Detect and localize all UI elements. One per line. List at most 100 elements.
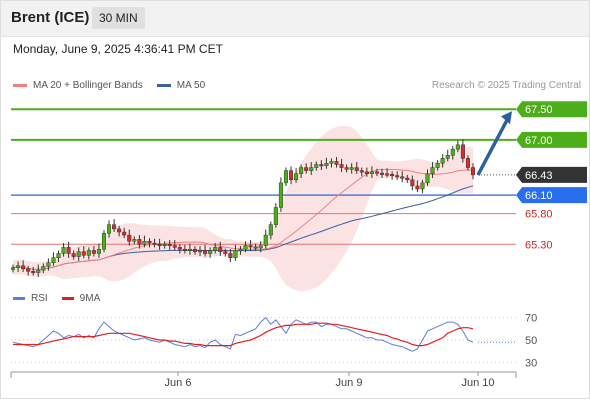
candle bbox=[26, 265, 31, 276]
candle-body bbox=[440, 158, 445, 164]
candle-body bbox=[420, 182, 425, 190]
candle bbox=[248, 240, 253, 252]
candle bbox=[344, 164, 349, 173]
candle-body bbox=[354, 167, 359, 171]
candle bbox=[107, 220, 112, 238]
candle bbox=[309, 162, 314, 175]
ma20-swatch-icon bbox=[13, 84, 27, 87]
candle bbox=[278, 177, 283, 212]
candle-body bbox=[223, 251, 228, 254]
candle-body bbox=[56, 253, 61, 259]
candle-body bbox=[142, 241, 147, 245]
candle-body bbox=[10, 267, 15, 270]
candle bbox=[390, 171, 395, 180]
candle-body bbox=[51, 257, 56, 263]
candle bbox=[192, 246, 197, 255]
instrument-title: Brent (ICE) bbox=[11, 9, 90, 26]
candle bbox=[76, 247, 81, 261]
candle-body bbox=[177, 247, 182, 250]
candle bbox=[253, 243, 258, 252]
candle bbox=[203, 244, 208, 257]
candle bbox=[425, 169, 430, 186]
candle-body bbox=[435, 163, 440, 168]
credit-label: Research © 2025 Trading Central bbox=[431, 80, 581, 91]
candle bbox=[172, 240, 177, 251]
candle bbox=[415, 180, 420, 193]
candle bbox=[289, 166, 294, 185]
candle-body bbox=[304, 167, 309, 171]
candle-body bbox=[385, 173, 390, 176]
candle bbox=[395, 171, 400, 180]
candle bbox=[152, 238, 157, 248]
candle-body bbox=[369, 171, 374, 174]
candle bbox=[177, 244, 182, 254]
level-label-pivot: 66.10 bbox=[525, 190, 553, 202]
candle-body bbox=[349, 167, 354, 170]
candle bbox=[112, 219, 117, 233]
candle-body bbox=[127, 234, 132, 242]
candle bbox=[132, 236, 137, 245]
x-tick-label: Jun 9 bbox=[336, 377, 363, 389]
rsi-tick-label: 30 bbox=[525, 357, 537, 369]
ma9-swatch-icon bbox=[61, 297, 74, 300]
candle-body bbox=[410, 179, 415, 187]
candle-body bbox=[26, 268, 31, 272]
candle bbox=[455, 140, 460, 153]
candle bbox=[243, 241, 248, 253]
candle-body bbox=[198, 250, 203, 253]
candle bbox=[369, 166, 374, 178]
candle bbox=[435, 160, 440, 171]
price-legend: MA 20 + Bollinger Bands MA 50 bbox=[13, 80, 219, 91]
candle-body bbox=[344, 167, 349, 170]
candle-body bbox=[405, 177, 410, 181]
candle-body bbox=[248, 245, 253, 248]
candle-body bbox=[96, 249, 101, 254]
candle-body bbox=[91, 250, 96, 254]
candle bbox=[400, 171, 405, 183]
candle bbox=[273, 203, 278, 228]
candle-body bbox=[101, 233, 106, 250]
candle bbox=[294, 168, 299, 183]
candle-body bbox=[425, 173, 430, 184]
candle bbox=[157, 238, 162, 250]
candle bbox=[304, 163, 309, 174]
level-label-resistance: 67.50 bbox=[525, 104, 553, 116]
candle bbox=[319, 160, 324, 170]
legend-rsi-label: RSI bbox=[31, 293, 48, 304]
candle-body bbox=[122, 231, 127, 236]
candle bbox=[162, 241, 167, 249]
candle-body bbox=[329, 161, 334, 164]
candle bbox=[10, 264, 15, 273]
candle bbox=[364, 167, 369, 177]
candle-body bbox=[289, 170, 294, 181]
candle bbox=[339, 158, 344, 172]
candle bbox=[213, 243, 218, 254]
candle-body bbox=[203, 250, 208, 254]
candle-body bbox=[359, 170, 364, 173]
candle bbox=[16, 261, 21, 272]
candle-body bbox=[61, 247, 66, 254]
candle-body bbox=[187, 249, 192, 251]
legend-rsi: RSI bbox=[13, 293, 48, 304]
candle bbox=[374, 168, 379, 177]
candle-body bbox=[430, 167, 435, 174]
candle bbox=[445, 149, 450, 162]
candle bbox=[324, 157, 329, 169]
candle-body bbox=[172, 245, 177, 248]
candle bbox=[46, 258, 51, 271]
timeframe-button[interactable]: 30 MIN bbox=[92, 7, 145, 29]
candle bbox=[329, 158, 334, 168]
candle bbox=[268, 221, 273, 240]
bollinger-band-area bbox=[13, 125, 473, 292]
candle-body bbox=[76, 251, 81, 257]
level-tag-resistance bbox=[516, 101, 587, 118]
projection-arrow bbox=[476, 111, 512, 176]
candle-body bbox=[314, 164, 319, 168]
candle-body bbox=[21, 265, 26, 270]
candle bbox=[238, 246, 243, 255]
candle bbox=[258, 241, 263, 253]
candle bbox=[198, 246, 203, 256]
candles bbox=[10, 139, 476, 277]
candle-body bbox=[460, 144, 465, 159]
